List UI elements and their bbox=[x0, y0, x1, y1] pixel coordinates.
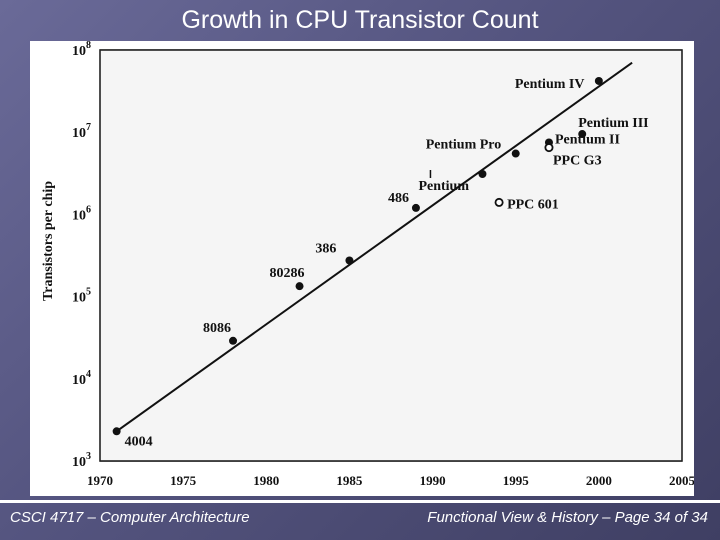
footer-course: CSCI 4717 – Computer Architecture bbox=[10, 509, 250, 526]
transistor-chart: 4004 8086 80286 386 486 Pentium Pentium Pro Pen… bbox=[41, 41, 694, 488]
y-tick-1e5: 105 bbox=[72, 287, 91, 306]
x-tick-1995: 1995 bbox=[503, 473, 530, 488]
y-tick-1e7: 107 bbox=[72, 122, 91, 141]
footer-page-info: Functional View & History – Page 34 of 3… bbox=[427, 509, 708, 526]
x-tick-1990: 1990 bbox=[420, 473, 446, 488]
point-ppc-601 bbox=[494, 197, 504, 207]
point-ppc-g3 bbox=[544, 143, 554, 153]
x-tick-1970: 1970 bbox=[87, 473, 113, 488]
label-80286: 80286 bbox=[270, 266, 305, 281]
point-pentium-iv bbox=[594, 76, 603, 85]
label-pentium-iv: Pentium IV bbox=[515, 77, 585, 92]
point-pentium bbox=[478, 170, 487, 179]
label-pentium-ii: Pentium II bbox=[555, 132, 620, 147]
y-tick-1e3: 103 bbox=[72, 451, 91, 470]
label-486: 486 bbox=[388, 191, 409, 206]
point-labels: 4004 8086 80286 386 486 Pentium Pentium Pro Pen… bbox=[125, 77, 649, 449]
label-ppc-601: PPC 601 bbox=[507, 197, 559, 212]
y-tick-1e8: 108 bbox=[72, 41, 91, 59]
plot-background bbox=[100, 50, 682, 461]
y-axis-label: Transistors per chip bbox=[41, 181, 56, 301]
slide-title: Growth in CPU Transistor Count bbox=[181, 6, 539, 34]
point-80286 bbox=[295, 282, 304, 291]
point-8086 bbox=[229, 336, 238, 345]
point-386 bbox=[345, 256, 354, 265]
trend-line bbox=[116, 61, 633, 433]
trend-line-group bbox=[116, 61, 633, 433]
point-486 bbox=[411, 203, 420, 212]
label-ppc-g3: PPC G3 bbox=[553, 154, 602, 169]
label-4004: 4004 bbox=[125, 434, 153, 449]
x-tick-labels: 1970 1975 1980 1985 1990 1995 2000 2005 bbox=[87, 473, 694, 488]
x-tick-2000: 2000 bbox=[586, 473, 612, 488]
data-points bbox=[112, 76, 603, 436]
plot-frame bbox=[99, 49, 683, 462]
label-386: 386 bbox=[315, 241, 336, 256]
label-8086: 8086 bbox=[203, 321, 231, 336]
point-pentium-iii bbox=[578, 130, 587, 139]
label-pentium-pro: Pentium Pro bbox=[426, 138, 502, 153]
x-tick-1980: 1980 bbox=[253, 473, 279, 488]
y-tick-labels: 103 104 105 106 107 108 bbox=[72, 41, 91, 470]
y-tick-1e4: 104 bbox=[72, 369, 91, 388]
point-pentium-pro bbox=[511, 149, 520, 158]
chart-panel: 4004 8086 80286 386 486 Pentium Pentium Pro Pen… bbox=[30, 41, 694, 496]
label-pentium-iii: Pentium III bbox=[578, 116, 648, 131]
label-pentium: Pentium bbox=[418, 179, 469, 194]
plot-border bbox=[99, 49, 683, 462]
footer-divider bbox=[0, 500, 720, 503]
point-4004 bbox=[112, 427, 121, 436]
y-tick-1e6: 106 bbox=[72, 204, 91, 223]
x-tick-1985: 1985 bbox=[336, 473, 363, 488]
x-tick-2005: 2005 bbox=[669, 473, 694, 488]
x-tick-1975: 1975 bbox=[170, 473, 197, 488]
